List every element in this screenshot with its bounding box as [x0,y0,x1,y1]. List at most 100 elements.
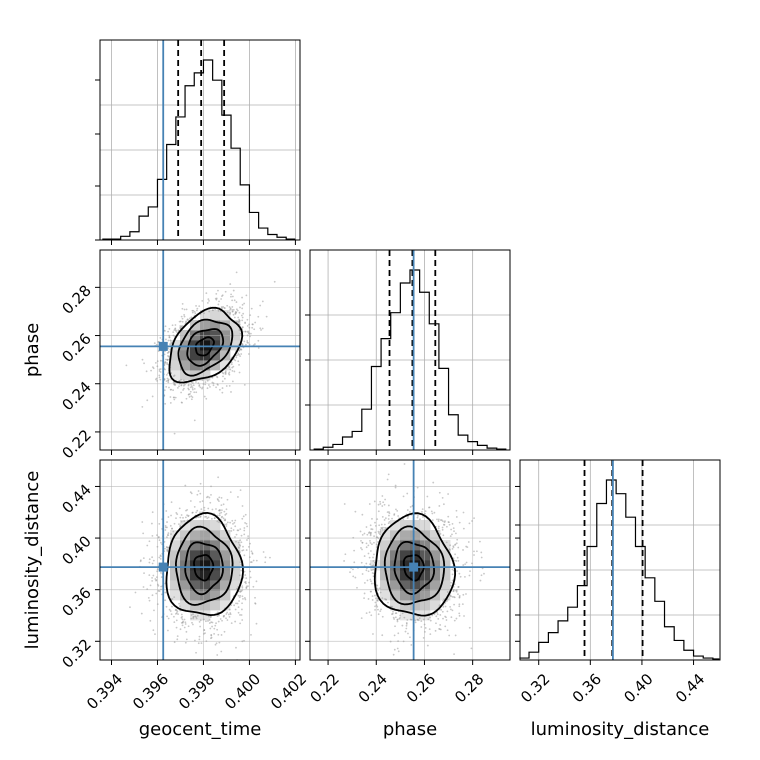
scatter-point [230,295,232,298]
scatter-point [245,343,247,346]
density-cell [220,530,231,541]
scatter-point [164,361,167,364]
scatter-point [389,640,392,643]
scatter-point [189,317,191,320]
scatter-point [171,605,173,608]
scatter-point [369,550,372,552]
scatter-point [244,598,247,601]
scatter-point [183,308,186,311]
scatter-point [381,495,384,497]
scatter-point [394,484,397,487]
scatter-point [220,298,223,300]
density-cell [400,560,411,571]
scatter-point [165,545,168,548]
scatter-point [142,532,145,535]
scatter-point [216,498,219,500]
scatter-point [176,386,179,389]
scatter-point [479,579,482,582]
scatter-point [154,578,157,580]
scatter-point [172,334,175,337]
scatter-point [225,512,228,515]
scatter-point [168,336,171,339]
scatter-point [191,511,194,514]
histogram-phase [313,269,507,450]
scatter-point [449,544,452,547]
scatter-point [426,644,429,647]
scatter-point [365,526,368,528]
x-tick-label-luminosity-distance: 0.32 [517,670,553,706]
scatter-point [175,330,178,333]
scatter-point [217,289,219,292]
scatter-point [441,526,444,529]
scatter-point [203,506,206,509]
scatter-point [455,590,458,593]
density-cell [390,600,401,611]
scatter-point [226,521,229,524]
scatter-point [202,618,205,621]
density-cell [170,590,181,601]
scatter-point [175,608,177,611]
scatter-point [185,308,188,311]
scatter-point [444,615,446,618]
scatter-point [379,610,382,612]
scatter-point [449,548,451,551]
scatter-point [405,622,408,624]
scatter-point [134,591,137,594]
scatter-point [370,590,372,593]
scatter-point [173,641,176,644]
scatter-point [445,541,448,544]
x-axis-label-geocent-time: geocent_time [139,719,262,740]
scatter-point [164,368,166,371]
scatter-point [230,530,233,532]
scatter-point [436,518,438,521]
scatter-point [224,518,227,521]
scatter-point [447,515,450,518]
scatter-point [393,513,396,515]
scatter-point [227,613,230,616]
scatter-point [167,381,170,384]
scatter-point [437,527,440,530]
scatter-point [483,572,485,575]
scatter-point [366,579,369,582]
scatter-point [171,527,173,530]
scatter-point [449,608,452,611]
scatter-point [172,530,175,533]
scatter-point [451,522,454,525]
scatter-point [436,613,439,616]
scatter-point [234,620,237,623]
scatter-point [419,518,421,521]
scatter-point [151,395,154,398]
scatter-point [209,385,211,388]
scatter-point [240,541,243,544]
scatter-point [374,597,377,600]
scatter-point [192,613,194,616]
density-cell [200,570,211,581]
density-cell [200,320,211,331]
scatter-point [199,625,202,628]
scatter-point [206,387,209,390]
scatter-point [240,590,243,593]
scatter-point [166,615,169,618]
density-cell [190,560,201,571]
scatter-point [372,556,374,559]
scatter-point [381,634,384,637]
scatter-point [457,546,460,549]
scatter-point [229,283,232,285]
scatter-point [199,619,202,622]
scatter-point [181,320,184,323]
scatter-point [230,363,233,366]
y-axis-label-phase: phase [22,323,43,377]
scatter-point [239,614,241,616]
scatter-point [422,636,425,639]
scatter-point [394,616,397,619]
scatter-point [180,391,183,394]
scatter-point [158,376,161,379]
scatter-point [238,349,241,352]
scatter-point [244,330,247,333]
scatter-point [238,363,240,366]
scatter-point [169,339,172,342]
scatter-point [218,500,220,503]
y-tick-label-phase: 0.26 [58,330,94,366]
scatter-point [383,528,386,531]
scatter-point [437,518,440,521]
